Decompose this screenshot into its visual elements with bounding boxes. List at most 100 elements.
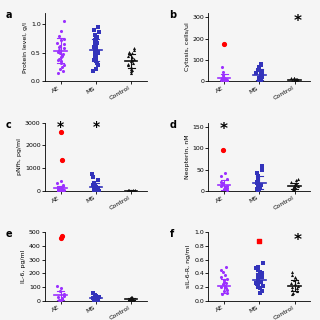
Point — [92, 47, 97, 52]
Point — [294, 78, 299, 83]
Point — [59, 28, 64, 34]
Text: *: * — [92, 120, 100, 134]
Point — [294, 77, 300, 82]
Point — [91, 28, 96, 33]
Point — [260, 288, 265, 293]
Point — [256, 272, 261, 277]
Point — [253, 71, 259, 76]
Y-axis label: Protein level, g/l: Protein level, g/l — [23, 22, 28, 73]
Point — [55, 57, 60, 62]
Text: a: a — [6, 10, 12, 20]
Point — [55, 180, 60, 186]
Point — [258, 62, 263, 67]
Point — [256, 78, 261, 83]
Point — [60, 296, 65, 301]
Point — [91, 187, 96, 192]
Point — [56, 44, 61, 50]
Point — [290, 292, 295, 297]
Point — [94, 40, 100, 45]
Point — [130, 68, 135, 73]
Point — [294, 76, 299, 81]
Point — [128, 188, 133, 194]
Point — [55, 188, 60, 193]
Point — [96, 188, 101, 193]
Point — [293, 181, 298, 186]
Point — [92, 42, 97, 47]
Point — [292, 282, 297, 287]
Point — [257, 76, 262, 81]
Point — [289, 179, 294, 184]
Point — [127, 49, 132, 54]
Text: *: * — [294, 13, 302, 28]
Point — [220, 69, 225, 74]
Point — [61, 293, 67, 299]
Point — [56, 184, 61, 189]
Point — [91, 295, 96, 300]
Point — [222, 279, 227, 284]
Y-axis label: IL-6, pg/ml: IL-6, pg/ml — [21, 250, 26, 283]
Point — [58, 59, 63, 64]
Point — [91, 291, 96, 296]
Point — [289, 269, 294, 275]
Text: e: e — [6, 229, 12, 239]
Point — [55, 70, 60, 76]
Point — [92, 297, 97, 302]
Point — [60, 65, 65, 70]
Point — [127, 297, 132, 302]
Point — [221, 78, 227, 83]
Point — [59, 298, 64, 303]
Point — [131, 188, 136, 193]
Point — [255, 67, 260, 72]
Point — [224, 290, 229, 295]
Point — [293, 182, 298, 187]
Point — [289, 188, 294, 193]
Point — [289, 284, 294, 290]
Point — [260, 72, 265, 77]
Point — [294, 276, 299, 281]
Point — [95, 63, 100, 68]
Point — [291, 183, 296, 188]
Point — [255, 179, 260, 184]
Point — [59, 53, 64, 58]
Text: f: f — [169, 229, 174, 239]
Point — [56, 187, 61, 192]
Point — [128, 68, 133, 74]
Point — [58, 60, 63, 66]
Point — [219, 284, 224, 290]
Point — [291, 78, 296, 83]
Point — [92, 38, 98, 43]
Point — [292, 274, 297, 279]
Point — [256, 276, 261, 281]
Point — [59, 187, 64, 192]
Point — [91, 297, 96, 302]
Y-axis label: pNfh, pg/ml: pNfh, pg/ml — [17, 138, 22, 175]
Point — [94, 296, 99, 301]
Point — [96, 294, 101, 300]
Point — [224, 78, 229, 84]
Point — [293, 77, 299, 82]
Point — [221, 278, 226, 283]
Point — [126, 62, 131, 67]
Y-axis label: Cytosis, cells/ul: Cytosis, cells/ul — [185, 23, 189, 71]
Point — [91, 188, 96, 193]
Point — [259, 77, 264, 82]
Point — [294, 180, 299, 185]
Point — [220, 77, 225, 82]
Point — [224, 276, 229, 281]
Point — [58, 66, 63, 71]
Point — [256, 187, 261, 192]
Point — [92, 55, 98, 60]
Point — [95, 188, 100, 193]
Point — [129, 66, 134, 71]
Point — [132, 56, 137, 61]
Point — [96, 30, 101, 35]
Point — [289, 76, 294, 81]
Point — [223, 283, 228, 288]
Point — [254, 265, 259, 270]
Point — [290, 79, 295, 84]
Point — [223, 76, 228, 81]
Point — [95, 178, 100, 183]
Point — [293, 77, 298, 83]
Point — [61, 188, 66, 193]
Point — [221, 187, 226, 192]
